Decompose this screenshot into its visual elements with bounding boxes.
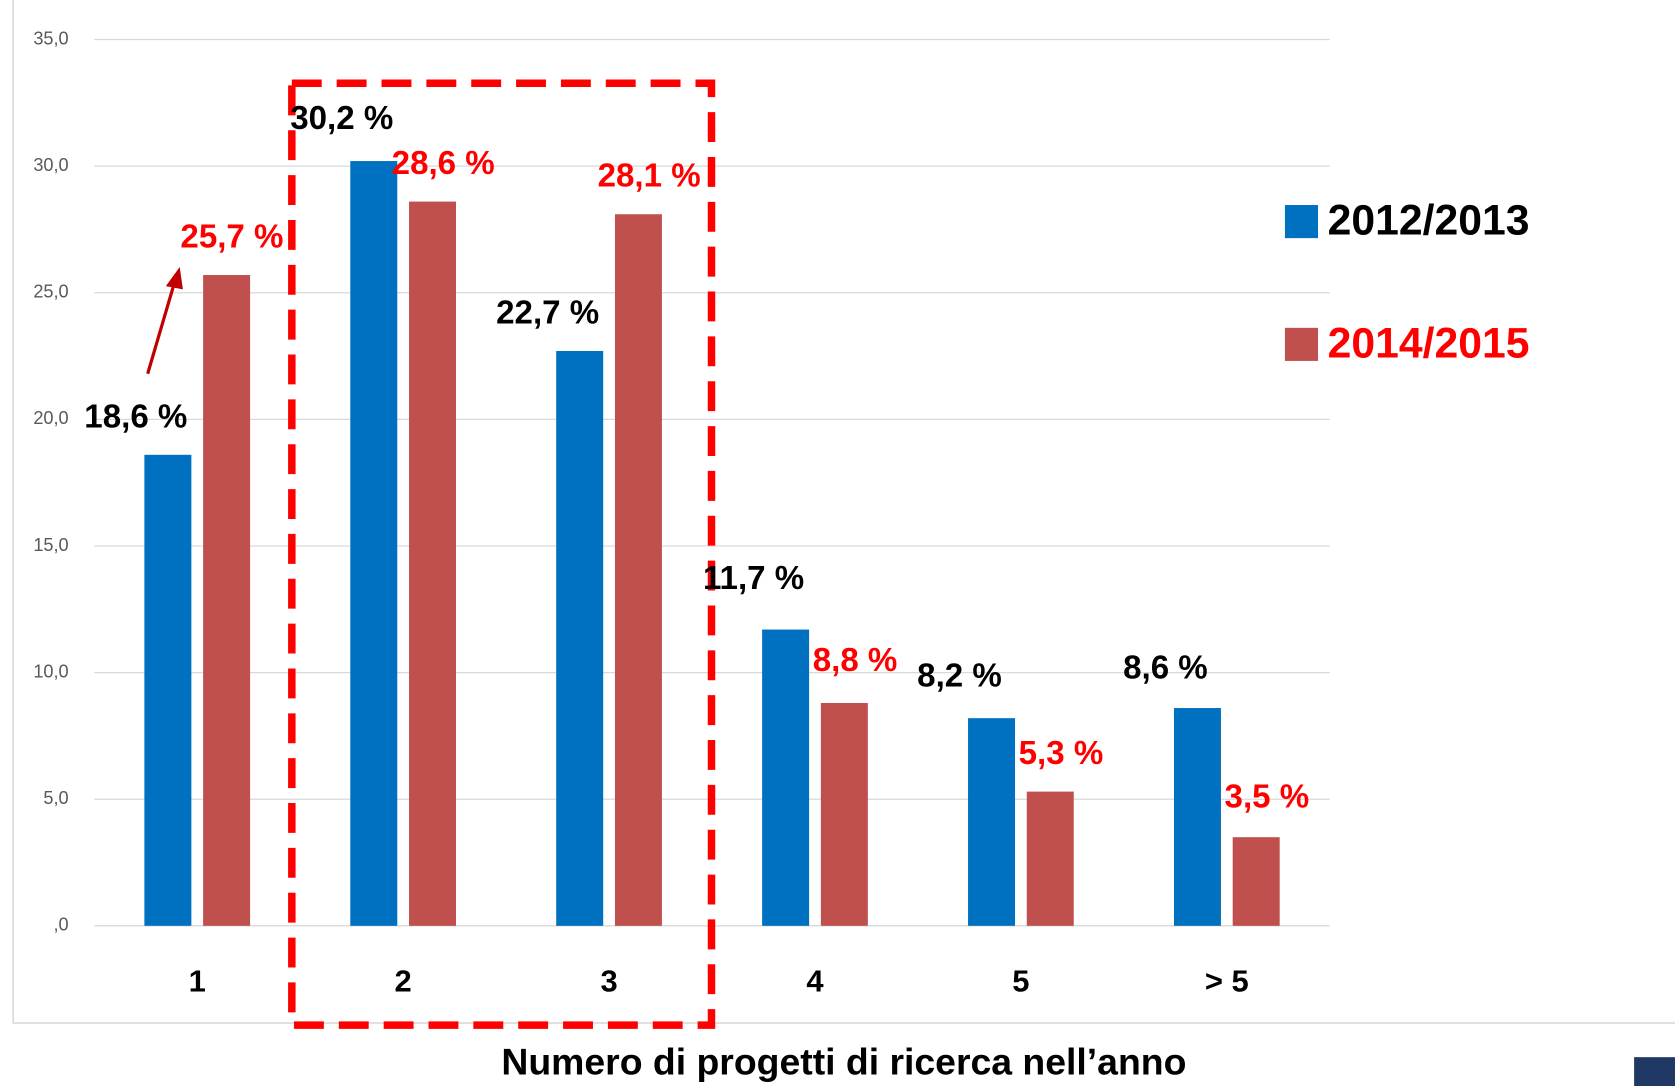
value-label: 8,2 % xyxy=(917,657,1002,694)
value-label: 22,7 % xyxy=(496,294,599,331)
value-label: 28,1 % xyxy=(598,158,701,195)
y-tick-label: 5,0 xyxy=(43,788,68,808)
legend-label: 2014/2015 xyxy=(1328,319,1530,367)
legend-swatch xyxy=(1284,205,1319,239)
value-label: 18,6 % xyxy=(84,398,187,435)
x-tick-label: 1 xyxy=(189,964,206,999)
value-label: 28,6 % xyxy=(392,145,495,182)
bar xyxy=(144,454,192,926)
y-tick-label: 10,0 xyxy=(33,661,68,681)
y-tick-label: 25,0 xyxy=(33,282,68,302)
y-tick-label: 20,0 xyxy=(33,408,68,428)
bar xyxy=(1232,837,1280,926)
bar xyxy=(1173,708,1221,926)
bar xyxy=(350,161,398,926)
arrow-head xyxy=(165,266,183,290)
y-tick-label: 35,0 xyxy=(33,28,68,48)
x-tick-label: 5 xyxy=(1012,964,1029,999)
legend-swatch xyxy=(1284,327,1319,361)
x-tick-label: > 5 xyxy=(1205,964,1249,999)
arrow xyxy=(146,282,176,375)
legend-label: 2012/2013 xyxy=(1328,196,1530,244)
x-axis-label: Numero di progetti di ricerca nell’anno xyxy=(501,1041,1186,1083)
bar xyxy=(1026,791,1074,926)
y-tick-label: 15,0 xyxy=(33,535,68,555)
bar xyxy=(614,214,662,926)
bar xyxy=(203,275,251,926)
chart-frame xyxy=(12,0,1675,1024)
highlight-box xyxy=(288,79,716,1029)
x-tick-label: 2 xyxy=(395,964,412,999)
bars xyxy=(144,161,1280,926)
value-label: 5,3 % xyxy=(1019,735,1104,772)
x-tick-label: 4 xyxy=(806,964,824,999)
value-label: 11,7 % xyxy=(703,560,804,597)
value-label: 3,5 % xyxy=(1225,778,1310,815)
corner-logo xyxy=(1634,1057,1675,1086)
bar xyxy=(409,201,457,926)
value-label: 8,8 % xyxy=(813,642,898,679)
value-label: 30,2 % xyxy=(290,100,393,137)
y-tick-label: 30,0 xyxy=(33,155,68,175)
x-tick-label: 3 xyxy=(600,964,617,999)
value-label: 8,6 % xyxy=(1123,649,1208,686)
bar xyxy=(968,718,1016,926)
y-tick-label: ,0 xyxy=(54,915,69,935)
bar xyxy=(820,702,868,926)
bar xyxy=(762,629,810,926)
bar xyxy=(556,350,604,926)
value-label: 25,7 % xyxy=(180,218,283,255)
